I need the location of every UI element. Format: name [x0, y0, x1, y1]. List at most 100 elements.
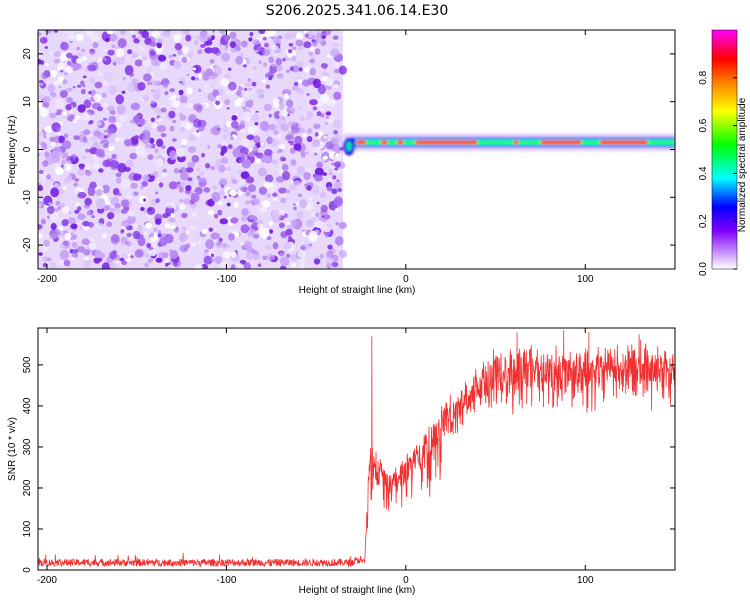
- noise-blob: [259, 120, 269, 132]
- noise-blob: [306, 136, 313, 143]
- noise-blob: [290, 219, 297, 226]
- noise-blob: [335, 222, 339, 226]
- noise-blob: [282, 89, 292, 97]
- noise-blob: [287, 236, 293, 241]
- noise-blob: [85, 148, 90, 153]
- noise-blob: [177, 49, 184, 56]
- noise-blob: [143, 73, 152, 82]
- noise-blob: [82, 156, 86, 159]
- noise-blob: [179, 232, 188, 243]
- noise-blob: [322, 35, 326, 39]
- noise-blob: [154, 148, 159, 153]
- noise-blob: [298, 47, 303, 51]
- noise-blob: [140, 207, 145, 211]
- snr-ytick-label: 100: [22, 520, 33, 537]
- noise-blob: [106, 127, 115, 134]
- noise-blob: [322, 155, 328, 160]
- noise-blob: [215, 100, 221, 106]
- noise-blobs: [38, 30, 347, 269]
- noise-blob: [309, 67, 317, 76]
- noise-blob: [95, 149, 105, 158]
- noise-blob: [167, 262, 171, 265]
- noise-blob: [71, 176, 77, 180]
- noise-blob: [282, 170, 291, 181]
- noise-blob: [222, 125, 229, 133]
- noise-blob: [155, 198, 160, 204]
- noise-blob: [120, 178, 130, 189]
- noise-blob: [58, 238, 64, 243]
- noise-blob: [132, 173, 142, 181]
- noise-blob: [306, 201, 315, 211]
- noise-blob: [116, 104, 126, 115]
- noise-blob: [101, 233, 106, 237]
- noise-blob: [256, 223, 263, 229]
- noise-blob: [265, 84, 270, 89]
- spectrogram-plot-area: [38, 30, 675, 269]
- noise-blob: [277, 35, 283, 40]
- noise-blob: [88, 242, 97, 250]
- noise-blob: [293, 180, 301, 186]
- noise-blob: [171, 94, 177, 99]
- noise-blob: [241, 40, 248, 48]
- noise-blob: [108, 85, 117, 95]
- noise-blob: [222, 134, 227, 140]
- noise-blob: [161, 172, 168, 177]
- noise-blob: [181, 212, 188, 218]
- noise-blob: [275, 65, 283, 72]
- noise-blob: [271, 159, 278, 165]
- noise-blob: [275, 215, 281, 220]
- noise-blob: [180, 127, 186, 132]
- noise-blob: [111, 44, 116, 49]
- noise-blob: [57, 85, 62, 89]
- snr-frame: [37, 327, 676, 571]
- noise-blob: [229, 229, 234, 232]
- noise-blob: [62, 151, 69, 158]
- noise-blob: [252, 254, 261, 261]
- noise-blob: [259, 227, 270, 239]
- noise-blob: [142, 95, 150, 101]
- noise-blob: [319, 191, 327, 199]
- noise-blob: [183, 198, 191, 205]
- noise-blob: [47, 205, 55, 215]
- noise-blob: [268, 124, 277, 131]
- noise-blob: [290, 147, 296, 154]
- noise-blob: [181, 139, 188, 147]
- noise-blob: [262, 155, 272, 163]
- noise-blob: [318, 182, 322, 186]
- noise-blob: [47, 257, 52, 262]
- noise-blob: [218, 44, 227, 52]
- noise-blob: [157, 117, 162, 122]
- noise-blob: [334, 208, 339, 212]
- noise-blob: [56, 231, 61, 236]
- noise-blob: [127, 49, 133, 55]
- noise-blob: [218, 164, 226, 173]
- noise-blob: [118, 114, 128, 122]
- noise-blob: [61, 63, 65, 68]
- noise-blob: [210, 84, 214, 87]
- noise-blob: [106, 221, 113, 227]
- noise-blob: [198, 177, 208, 187]
- noise-blob: [169, 150, 178, 161]
- noise-blob: [85, 30, 95, 37]
- noise-blob: [38, 232, 43, 239]
- noise-blob: [133, 223, 138, 229]
- noise-blob: [129, 74, 133, 78]
- noise-blob: [335, 153, 339, 157]
- noise-blob: [47, 83, 56, 93]
- noise-blob: [153, 227, 158, 232]
- noise-blob: [120, 229, 125, 233]
- noise-blob: [338, 65, 347, 75]
- noise-blob: [320, 62, 328, 69]
- noise-blob: [107, 212, 115, 220]
- noise-blob: [250, 69, 255, 73]
- noise-blob: [204, 47, 214, 54]
- noise-blob: [197, 73, 204, 79]
- noise-blob: [319, 253, 324, 259]
- noise-blob: [239, 147, 249, 155]
- noise-blob: [196, 167, 200, 171]
- noise-blob: [115, 177, 122, 184]
- noise-blob: [108, 145, 115, 151]
- noise-blob: [66, 97, 73, 104]
- noise-blob: [207, 145, 211, 149]
